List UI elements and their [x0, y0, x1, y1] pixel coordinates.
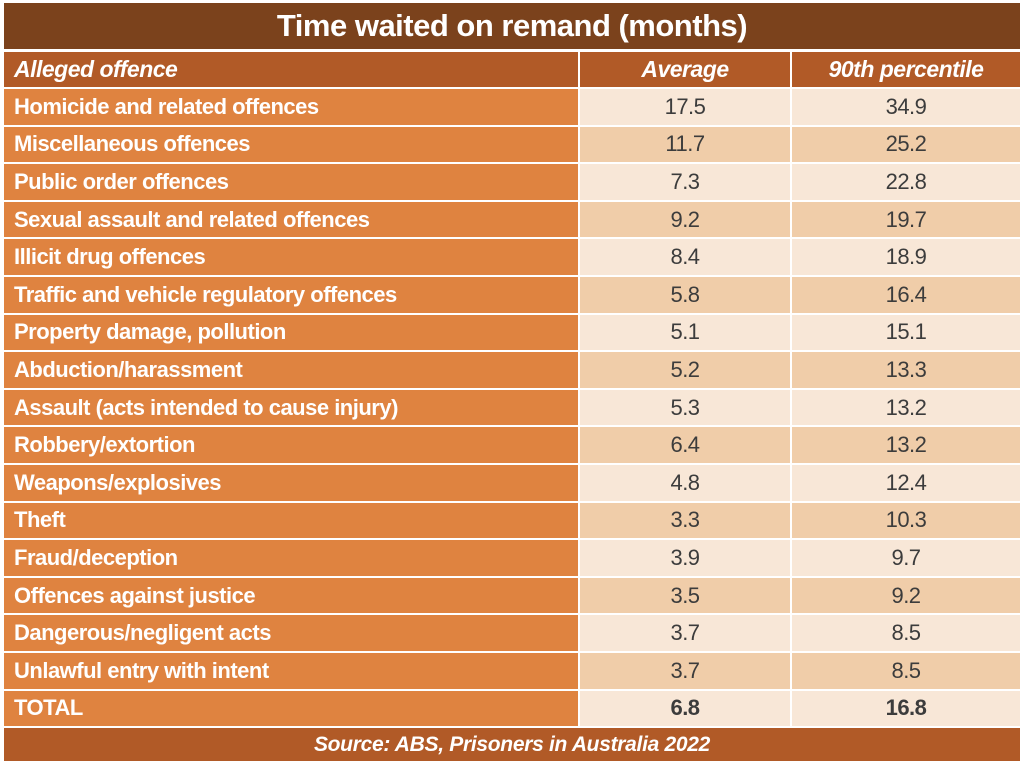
- table-row: Fraud/deception 3.9 9.7: [4, 540, 1020, 576]
- p90-value: 16.4: [792, 276, 1020, 313]
- p90-value: 9.2: [792, 577, 1020, 614]
- average-value: 8.4: [580, 239, 790, 275]
- table-row: Sexual assault and related offences 9.2 …: [4, 201, 1020, 238]
- table-row: Public order offences 7.3 22.8: [4, 164, 1020, 200]
- table-row: Miscellaneous offences 11.7 25.2: [4, 126, 1020, 163]
- p90-value: 12.4: [792, 464, 1020, 501]
- table-row: Offences against justice 3.5 9.2: [4, 577, 1020, 614]
- average-value: 6.8: [580, 690, 790, 727]
- average-value: 4.8: [580, 464, 790, 501]
- table-body: Homicide and related offences 17.5 34.9 …: [4, 89, 1020, 727]
- offence-label: Weapons/explosives: [4, 464, 578, 501]
- table-row: Property damage, pollution 5.1 15.1: [4, 314, 1020, 351]
- offence-label: Fraud/deception: [4, 540, 578, 576]
- average-value: 7.3: [580, 164, 790, 200]
- table-row: Traffic and vehicle regulatory offences …: [4, 276, 1020, 313]
- table-row: Dangerous/negligent acts 3.7 8.5: [4, 615, 1020, 651]
- p90-value: 13.2: [792, 427, 1020, 463]
- offence-label: Illicit drug offences: [4, 239, 578, 275]
- table-row: Abduction/harassment 5.2 13.3: [4, 352, 1020, 388]
- average-value: 3.7: [580, 615, 790, 651]
- header-row: Alleged offence Average 90th percentile: [4, 52, 1020, 87]
- source-note: Source: ABS, Prisoners in Australia 2022: [4, 728, 1020, 762]
- offence-label: Sexual assault and related offences: [4, 201, 578, 238]
- offence-label: Assault (acts intended to cause injury): [4, 389, 578, 426]
- average-value: 11.7: [580, 126, 790, 163]
- offence-label: Offences against justice: [4, 577, 578, 614]
- offence-label: Public order offences: [4, 164, 578, 200]
- column-header-90th-percentile: 90th percentile: [792, 52, 1020, 87]
- table-row: Unlawful entry with intent 3.7 8.5: [4, 652, 1020, 689]
- column-header-average: Average: [580, 52, 790, 87]
- p90-value: 15.1: [792, 314, 1020, 351]
- p90-value: 25.2: [792, 126, 1020, 163]
- p90-value: 9.7: [792, 540, 1020, 576]
- offence-label: Unlawful entry with intent: [4, 652, 578, 689]
- p90-value: 16.8: [792, 690, 1020, 727]
- average-value: 3.3: [580, 502, 790, 539]
- table-row: Theft 3.3 10.3: [4, 502, 1020, 539]
- average-value: 3.9: [580, 540, 790, 576]
- average-value: 5.8: [580, 276, 790, 313]
- column-header-offence: Alleged offence: [4, 52, 578, 87]
- table-row: Homicide and related offences 17.5 34.9: [4, 89, 1020, 125]
- p90-value: 22.8: [792, 164, 1020, 200]
- offence-label: Dangerous/negligent acts: [4, 615, 578, 651]
- p90-value: 19.7: [792, 201, 1020, 238]
- average-value: 3.7: [580, 652, 790, 689]
- average-value: 5.1: [580, 314, 790, 351]
- p90-value: 8.5: [792, 615, 1020, 651]
- p90-value: 34.9: [792, 89, 1020, 125]
- average-value: 5.2: [580, 352, 790, 388]
- offence-label: Robbery/extortion: [4, 427, 578, 463]
- p90-value: 10.3: [792, 502, 1020, 539]
- table-row: Weapons/explosives 4.8 12.4: [4, 464, 1020, 501]
- offence-label: Homicide and related offences: [4, 89, 578, 125]
- offence-label: Traffic and vehicle regulatory offences: [4, 276, 578, 313]
- p90-value: 13.3: [792, 352, 1020, 388]
- average-value: 5.3: [580, 389, 790, 426]
- table-title: Time waited on remand (months): [4, 3, 1020, 49]
- offence-label: Theft: [4, 502, 578, 539]
- p90-value: 18.9: [792, 239, 1020, 275]
- average-value: 17.5: [580, 89, 790, 125]
- offence-label: Abduction/harassment: [4, 352, 578, 388]
- p90-value: 8.5: [792, 652, 1020, 689]
- average-value: 6.4: [580, 427, 790, 463]
- table-row: Assault (acts intended to cause injury) …: [4, 389, 1020, 426]
- table-row: Robbery/extortion 6.4 13.2: [4, 427, 1020, 463]
- offence-label: Miscellaneous offences: [4, 126, 578, 163]
- table-row: Illicit drug offences 8.4 18.9: [4, 239, 1020, 275]
- average-value: 3.5: [580, 577, 790, 614]
- offence-label: Property damage, pollution: [4, 314, 578, 351]
- average-value: 9.2: [580, 201, 790, 238]
- table-row: TOTAL 6.8 16.8: [4, 690, 1020, 727]
- offence-label: TOTAL: [4, 690, 578, 727]
- p90-value: 13.2: [792, 389, 1020, 426]
